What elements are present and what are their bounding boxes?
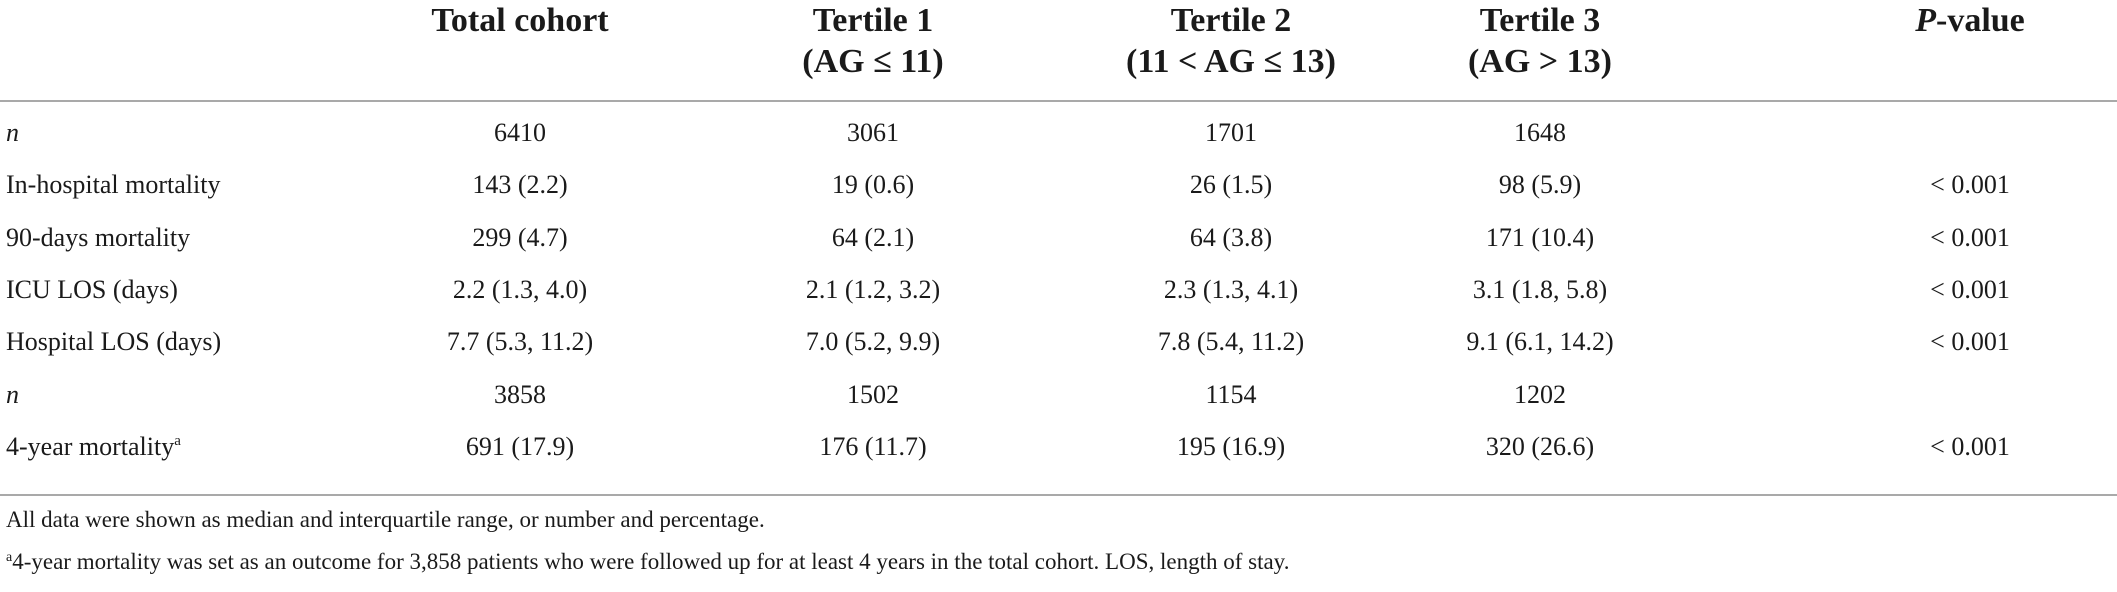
table-cell: 2.1 (1.2, 3.2)	[805, 274, 941, 304]
table-cell: 1202	[1514, 379, 1566, 409]
column-header-line1: Tertile 3	[1479, 2, 1601, 39]
table-row: Hospital LOS (days) 7.7 (5.3, 11.2) 7.0 (5…	[0, 315, 2117, 368]
table-cell: 171 (10.4)	[1485, 222, 1595, 252]
column-header-tertile-2: Tertile 2 (11 < AG ≤ 13)	[1041, 0, 1421, 82]
row-label-superscript: a	[174, 432, 181, 449]
table-cell: 176 (11.7)	[819, 431, 927, 461]
table-cell: 195 (16.9)	[1176, 431, 1286, 461]
row-label: 4-year mortalitya	[6, 420, 181, 473]
table-cell: < 0.001	[1930, 431, 2010, 461]
column-header-line1: P-value	[1880, 0, 2060, 41]
table-cell: < 0.001	[1930, 274, 2010, 304]
table-cell: 3858	[494, 379, 546, 409]
table-cell	[1880, 368, 2060, 421]
row-label: Hospital LOS (days)	[6, 315, 221, 368]
table-cell: 7.7 (5.3, 11.2)	[446, 327, 594, 357]
column-header-line2: (11 < AG ≤ 13)	[1126, 43, 1336, 80]
row-label: In-hospital mortality	[6, 158, 220, 211]
row-label-text: 90-days mortality	[6, 222, 191, 252]
p-italic: P	[1915, 2, 1936, 39]
footnote-4-year-mortality: a4-year mortality was set as an outcome …	[6, 547, 1289, 577]
footnote-text: 4-year mortality was set as an outcome f…	[12, 549, 1290, 574]
header-divider	[0, 100, 2117, 102]
table-cell: 98 (5.9)	[1498, 170, 1582, 200]
table-cell: 19 (0.6)	[831, 170, 915, 200]
table-cell: 2.3 (1.3, 4.1)	[1163, 274, 1299, 304]
table-cell: 3061	[847, 118, 899, 147]
column-header-line2: (AG ≤ 11)	[802, 43, 944, 80]
table-row: ICU LOS (days) 2.2 (1.3, 4.0) 2.1 (1.2, 3.…	[0, 263, 2117, 316]
table-cell: < 0.001	[1930, 170, 2010, 200]
table-cell: < 0.001	[1930, 222, 2010, 252]
table-cell: 1502	[847, 379, 899, 409]
row-label-text: 4-year mortality	[6, 431, 175, 461]
row-label-text: In-hospital mortality	[6, 170, 221, 200]
column-header-tertile-1: Tertile 1 (AG ≤ 11)	[753, 0, 993, 82]
column-header-total-cohort: Total cohort	[400, 0, 640, 41]
table-cell: 299 (4.7)	[472, 222, 568, 252]
column-header-tertile-3: Tertile 3 (AG > 13)	[1420, 0, 1660, 82]
table-cell: 9.1 (6.1, 14.2)	[1466, 327, 1614, 357]
table-cell: 3.1 (1.8, 5.8)	[1472, 274, 1608, 304]
table-row: 4-year mortalitya 691 (17.9) 176 (11.7) 195…	[0, 420, 2117, 473]
table-row: n 3858 1502 1154 1202	[0, 368, 2117, 421]
row-label-text: n	[6, 379, 19, 409]
column-header-p-value: P-value	[1880, 0, 2060, 41]
table-cell: 64 (2.1)	[831, 222, 915, 252]
table-cell: < 0.001	[1930, 327, 2010, 357]
footnote-data-description: All data were shown as median and interq…	[6, 507, 765, 532]
table-cell: 7.0 (5.2, 9.9)	[805, 327, 941, 357]
footer-divider	[0, 494, 2117, 496]
footnote-marker: a	[6, 550, 13, 565]
row-label: n	[6, 368, 19, 421]
p-value-rest: -value	[1936, 2, 2025, 39]
row-label-text: n	[6, 118, 19, 147]
table-cell: 64 (3.8)	[1189, 222, 1273, 252]
row-label: ICU LOS (days)	[6, 263, 178, 316]
row-label-text: Hospital LOS (days)	[6, 327, 222, 357]
table-cell: 691 (17.9)	[465, 431, 575, 461]
table-cell: 1701	[1205, 118, 1257, 147]
table-cell: 2.2 (1.3, 4.0)	[452, 274, 588, 304]
row-label-text: ICU LOS (days)	[6, 274, 178, 304]
table-cell: 1648	[1514, 118, 1566, 147]
table-cell: 26 (1.5)	[1189, 170, 1273, 200]
table-row: n 6410 3061 1701 1648	[0, 106, 2117, 159]
table-cell: 143 (2.2)	[472, 170, 568, 200]
table-row: In-hospital mortality 143 (2.2) 19 (0.6) 26…	[0, 158, 2117, 211]
table-cell: 6410	[494, 118, 546, 147]
column-header-line2: (AG > 13)	[1467, 43, 1613, 80]
row-label: 90-days mortality	[6, 211, 190, 264]
table-row: 90-days mortality 299 (4.7) 64 (2.1) 64 (3.…	[0, 211, 2117, 264]
column-header-line1: Total cohort	[431, 2, 609, 39]
column-header-line1: Tertile 1	[812, 2, 934, 39]
table-cell	[1880, 106, 2060, 159]
table-cell: 1154	[1205, 379, 1257, 409]
table-cell: 7.8 (5.4, 11.2)	[1157, 327, 1305, 357]
column-header-line1: Tertile 2	[1170, 2, 1292, 39]
table-cell: 320 (26.6)	[1485, 431, 1595, 461]
row-label: n	[6, 106, 19, 159]
